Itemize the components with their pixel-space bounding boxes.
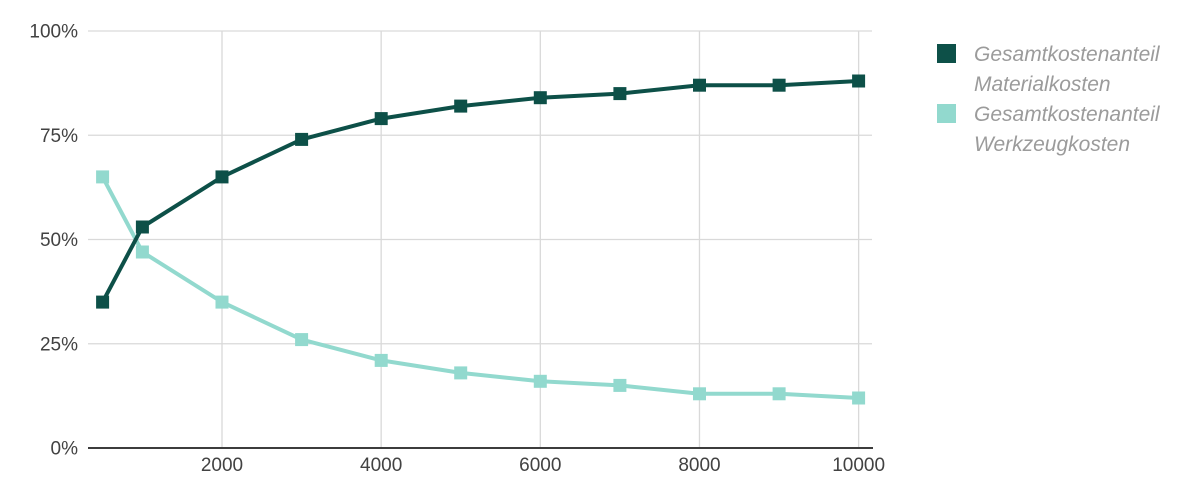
x-tick-label: 4000 — [360, 455, 402, 476]
series-line-materialkosten — [100, 79, 859, 304]
data-point-werkzeugkosten-7[interactable] — [613, 378, 627, 392]
data-point-materialkosten-1[interactable] — [135, 220, 149, 234]
data-point-werkzeugkosten-4[interactable] — [374, 353, 388, 367]
data-point-materialkosten-3[interactable] — [295, 132, 309, 146]
data-point-materialkosten-8[interactable] — [693, 78, 706, 92]
data-point-werkzeugkosten-5[interactable] — [454, 366, 468, 380]
x-tick-label: 6000 — [519, 455, 561, 476]
data-point-materialkosten-10[interactable] — [852, 74, 866, 88]
series-line-werkzeugkosten — [100, 175, 859, 400]
x-tick-label: 10000 — [832, 455, 885, 476]
y-tick-label: 25% — [40, 334, 78, 355]
data-point-materialkosten-2[interactable] — [215, 170, 229, 184]
legend-item-materialkosten[interactable]: Gesamtkostenanteil Materialkosten — [937, 40, 1182, 100]
legend-item-werkzeugkosten[interactable]: Gesamtkostenanteil Werkzeugkosten — [937, 100, 1182, 160]
chart-legend: Gesamtkostenanteil Materialkosten Gesamt… — [937, 40, 1182, 160]
data-point-werkzeugkosten-0[interactable] — [96, 170, 110, 184]
data-point-materialkosten-9[interactable] — [772, 78, 786, 92]
data-point-werkzeugkosten-8[interactable] — [693, 387, 706, 401]
y-tick-label: 0% — [51, 439, 79, 460]
data-point-werkzeugkosten-1[interactable] — [135, 245, 149, 259]
data-point-werkzeugkosten-2[interactable] — [215, 295, 229, 309]
y-tick-label: 100% — [29, 22, 78, 43]
data-point-materialkosten-7[interactable] — [613, 87, 627, 101]
data-point-materialkosten-0[interactable] — [96, 295, 110, 309]
line-chart-plot: 0% 25% 50% 75% 100% 2000 4000 6000 8000 10000 — [29, 22, 885, 477]
legend-label-werkzeugkosten: Gesamtkostenanteil Werkzeugkosten — [974, 103, 1160, 156]
data-point-werkzeugkosten-6[interactable] — [533, 374, 547, 388]
line-chart-svg: 0% 25% 50% 75% 100% 2000 4000 6000 8000 10000 — [29, 22, 885, 477]
legend-swatch-materialkosten-icon — [937, 44, 956, 63]
data-point-materialkosten-4[interactable] — [374, 112, 388, 126]
y-tick-label: 50% — [40, 230, 78, 251]
data-point-materialkosten-5[interactable] — [454, 99, 468, 113]
data-point-werkzeugkosten-9[interactable] — [772, 387, 786, 401]
legend-swatch-werkzeugkosten-icon — [937, 104, 956, 123]
data-point-materialkosten-6[interactable] — [533, 91, 547, 105]
x-tick-label: 8000 — [678, 455, 720, 476]
data-point-werkzeugkosten-10[interactable] — [852, 391, 866, 405]
legend-label-materialkosten: Gesamtkostenanteil Materialkosten — [974, 43, 1160, 96]
data-point-werkzeugkosten-3[interactable] — [295, 333, 309, 347]
y-tick-label: 75% — [40, 126, 78, 147]
x-tick-label: 2000 — [201, 455, 243, 476]
